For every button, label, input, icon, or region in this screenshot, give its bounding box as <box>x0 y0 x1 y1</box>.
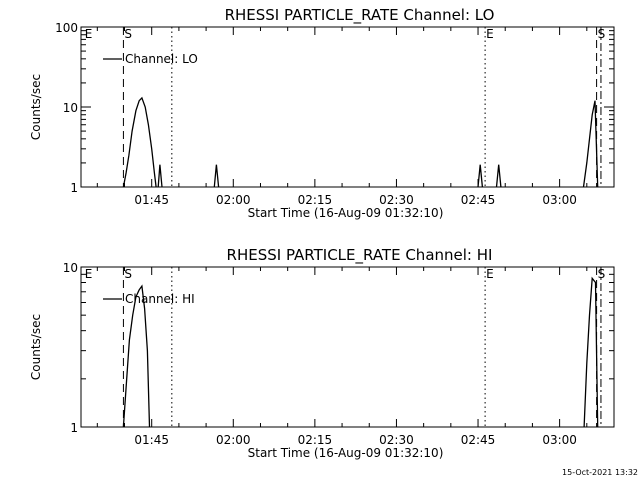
chart-2-series-2-line <box>583 276 599 428</box>
chart-2-y-tick-label: 1 <box>70 421 78 435</box>
chart-1-x-tick-label: 02:45 <box>461 193 496 207</box>
chart-1-plot-frame <box>80 26 615 188</box>
chart-1-y-tick-label: 10 <box>63 101 78 115</box>
chart-1-x-axis-label: Start Time (16-Aug-09 01:32:10) <box>248 206 444 220</box>
chart-1-marker-label: S <box>598 27 606 41</box>
chart-2-x-tick-label: 02:00 <box>216 433 251 447</box>
chart-1-legend-label: Channel: LO <box>125 52 198 66</box>
chart-2-series-1-line <box>122 284 151 428</box>
chart-2-y-axis-label: Counts/sec <box>29 314 43 380</box>
chart-2-plot-frame <box>80 266 615 428</box>
footer-timestamp: 15-Oct-2021 13:32 <box>562 468 638 477</box>
chart-2-x-tick-label: 03:00 <box>542 433 577 447</box>
chart-2-x-tick-label: 02:45 <box>461 433 496 447</box>
chart-1-title: RHESSI PARTICLE_RATE Channel: LO <box>225 6 495 25</box>
chart-1-series-3-line <box>213 164 220 188</box>
chart-2-x-axis-label: Start Time (16-Aug-09 01:32:10) <box>248 446 444 460</box>
chart-1-marker-label: S <box>124 27 132 41</box>
chart-2-marker-label: S <box>598 267 606 281</box>
chart-1-y-axis-label: Counts/sec <box>29 74 43 140</box>
chart-1-x-tick-label: 03:00 <box>542 193 577 207</box>
chart-2-x-tick-label: 02:30 <box>379 433 414 447</box>
chart-1-group <box>80 26 615 188</box>
chart-1-x-tick-label: 02:00 <box>216 193 251 207</box>
chart-1-x-tick-label: 02:30 <box>379 193 414 207</box>
chart-2-y-tick-label: 10 <box>63 261 78 275</box>
chart-2-title: RHESSI PARTICLE_RATE Channel: HI <box>227 246 493 265</box>
chart-1-y-tick-label: 100 <box>55 21 78 35</box>
chart-1-series-4-line <box>477 164 484 188</box>
chart-2-marker-label: E <box>486 267 494 281</box>
chart-1-x-tick-label: 01:45 <box>134 193 169 207</box>
chart-1-series-2-line <box>157 164 163 188</box>
chart-1-x-tick-label: 02:15 <box>298 193 333 207</box>
chart-2-group <box>80 266 615 428</box>
chart-2-legend-label: Channel: HI <box>125 292 195 306</box>
chart-1-y-tick-label: 1 <box>70 181 78 195</box>
chart-1-series-1-line <box>122 96 157 188</box>
chart-2-marker-label: E <box>85 267 93 281</box>
chart-1-marker-label: E <box>85 27 93 41</box>
chart-2-marker-label: S <box>124 267 132 281</box>
chart-1-series-6-line <box>582 100 599 188</box>
chart-2-x-tick-label: 01:45 <box>134 433 169 447</box>
chart-2-x-tick-label: 02:15 <box>298 433 333 447</box>
chart-1-series-5-line <box>495 164 502 188</box>
chart-1-marker-label: E <box>486 27 494 41</box>
